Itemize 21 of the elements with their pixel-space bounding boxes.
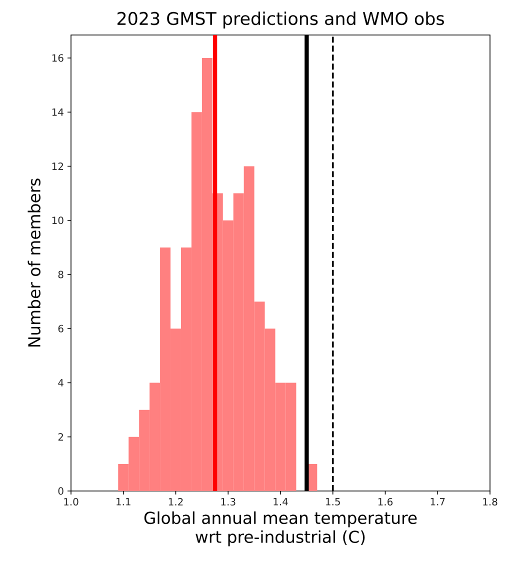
chart-title: 2023 GMST predictions and WMO obs — [118, 12, 444, 28]
y-axis-title: Number of members — [28, 178, 40, 347]
x-tick-label: 1.4 — [274, 498, 288, 506]
x-tick-label: 1.5 — [326, 498, 340, 506]
x-tick-label: 1.1 — [116, 498, 130, 506]
y-tick-label: 2 — [58, 433, 63, 441]
y-tick-label: 4 — [58, 379, 64, 386]
x-tick-label: 1.2 — [168, 498, 183, 506]
y-tick-label: 10 — [52, 216, 64, 224]
y-tick-label: 0 — [58, 487, 64, 495]
y-tick-label: 14 — [52, 108, 64, 116]
y-tick-label: 6 — [58, 324, 64, 332]
x-tick-label: 1.8 — [483, 498, 498, 506]
x-tick-label: 1.6 — [378, 498, 393, 506]
x-tick-label: 1.3 — [221, 498, 236, 506]
x-axis-title: Global annual mean temperature wrt pre-industrial (C) — [144, 511, 417, 546]
y-tick-label: 8 — [58, 270, 64, 278]
y-tick-label: 12 — [52, 162, 63, 170]
x-tick-label: 1.7 — [430, 498, 445, 506]
y-tick-label: 16 — [52, 54, 64, 62]
x-tick-label: 1.0 — [64, 498, 78, 506]
